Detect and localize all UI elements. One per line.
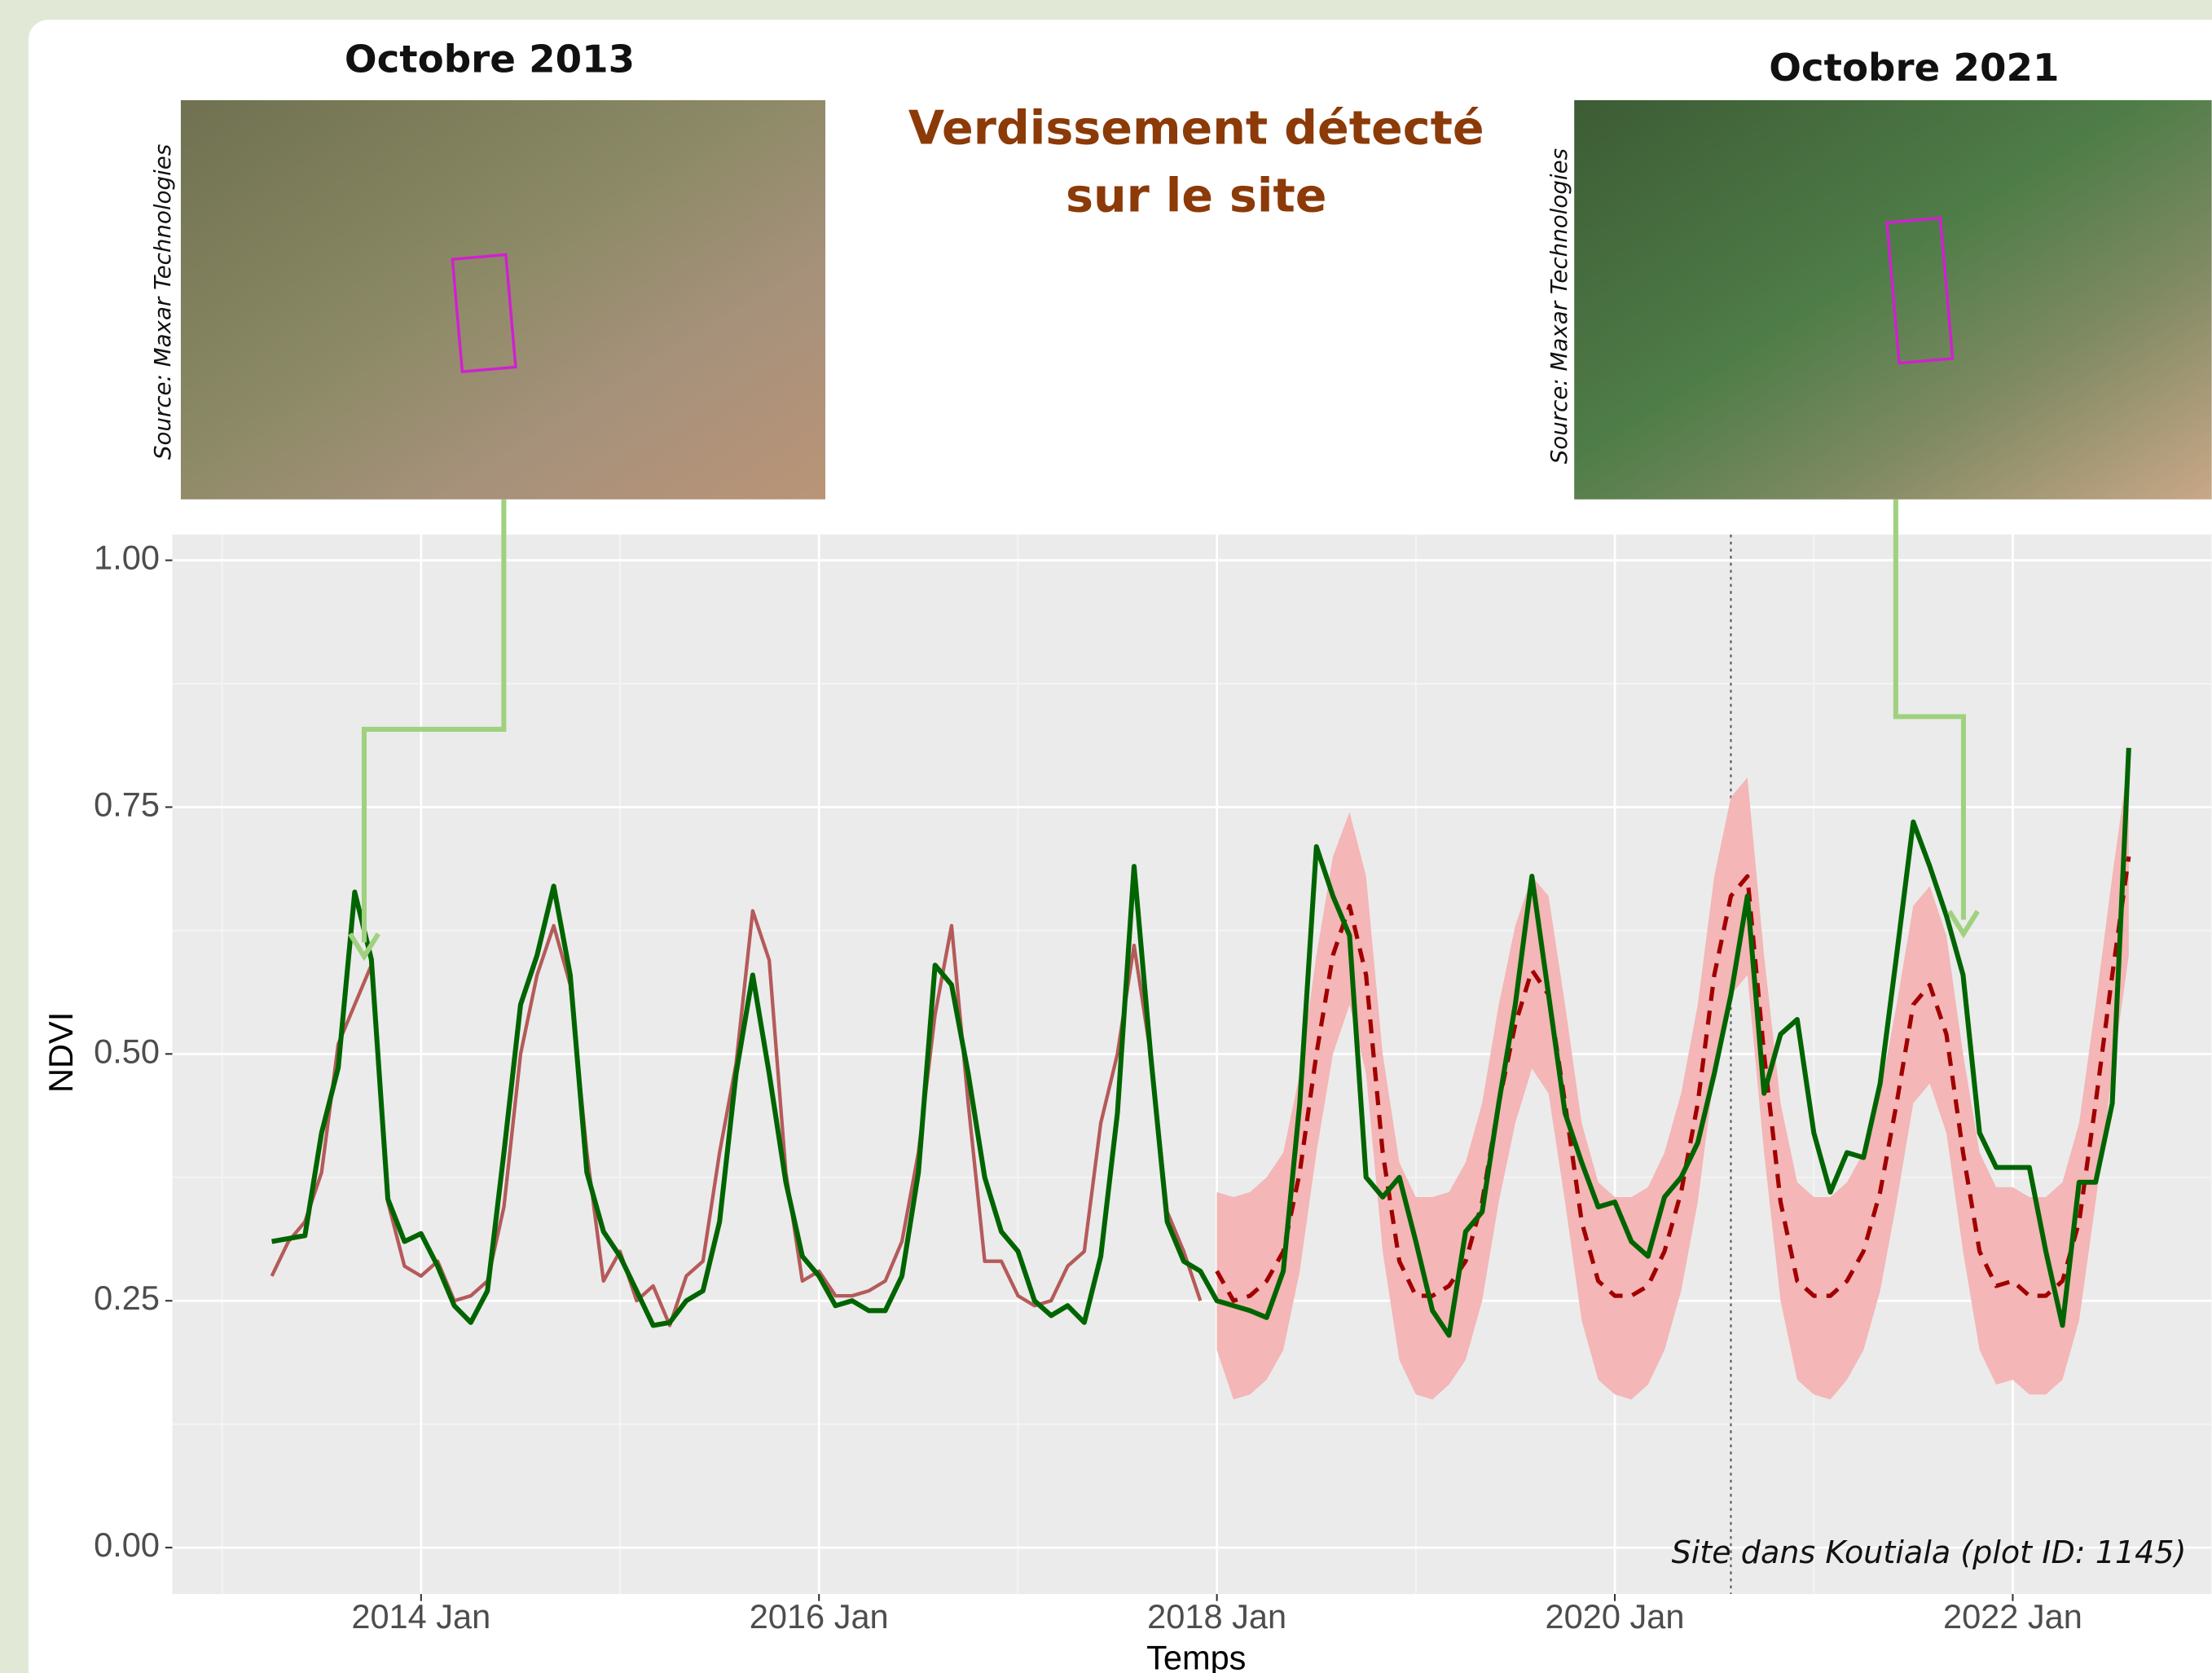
page: {"images":[{"caption":"Octobre 2013","so… bbox=[0, 0, 2212, 1673]
chart-title: sur le site bbox=[1066, 170, 1327, 223]
chart-title: Verdissement détecté bbox=[908, 102, 1484, 156]
y-tick-label: 1.00 bbox=[94, 539, 160, 577]
annotation: Site dans Koutiala (plot ID: 1145) bbox=[1672, 1534, 2187, 1570]
figure: Octobre 2013 Octobre 2021 Source: Maxar … bbox=[0, 0, 2212, 1673]
y-tick-label: 0.75 bbox=[94, 785, 160, 823]
image-caption: Octobre 2021 bbox=[1769, 46, 2059, 90]
y-axis-label: NDVI bbox=[42, 1012, 80, 1093]
y-tick-label: 0.50 bbox=[94, 1032, 160, 1070]
x-tick-label: 2022 Jan bbox=[1943, 1597, 2082, 1636]
satellite-image bbox=[181, 100, 825, 500]
image-source: Source: Maxar Technologies bbox=[1546, 148, 1572, 464]
x-axis-label: Temps bbox=[1146, 1638, 1246, 1673]
image-caption: Octobre 2013 bbox=[345, 38, 635, 82]
x-tick-label: 2020 Jan bbox=[1546, 1597, 1685, 1636]
image-source: Source: Maxar Technologies bbox=[149, 144, 176, 460]
y-tick-label: 0.00 bbox=[94, 1526, 160, 1564]
x-tick-label: 2016 Jan bbox=[750, 1597, 889, 1636]
x-tick-label: 2014 Jan bbox=[351, 1597, 490, 1636]
x-tick-label: 2018 Jan bbox=[1147, 1597, 1286, 1636]
y-tick-label: 0.25 bbox=[94, 1279, 160, 1317]
